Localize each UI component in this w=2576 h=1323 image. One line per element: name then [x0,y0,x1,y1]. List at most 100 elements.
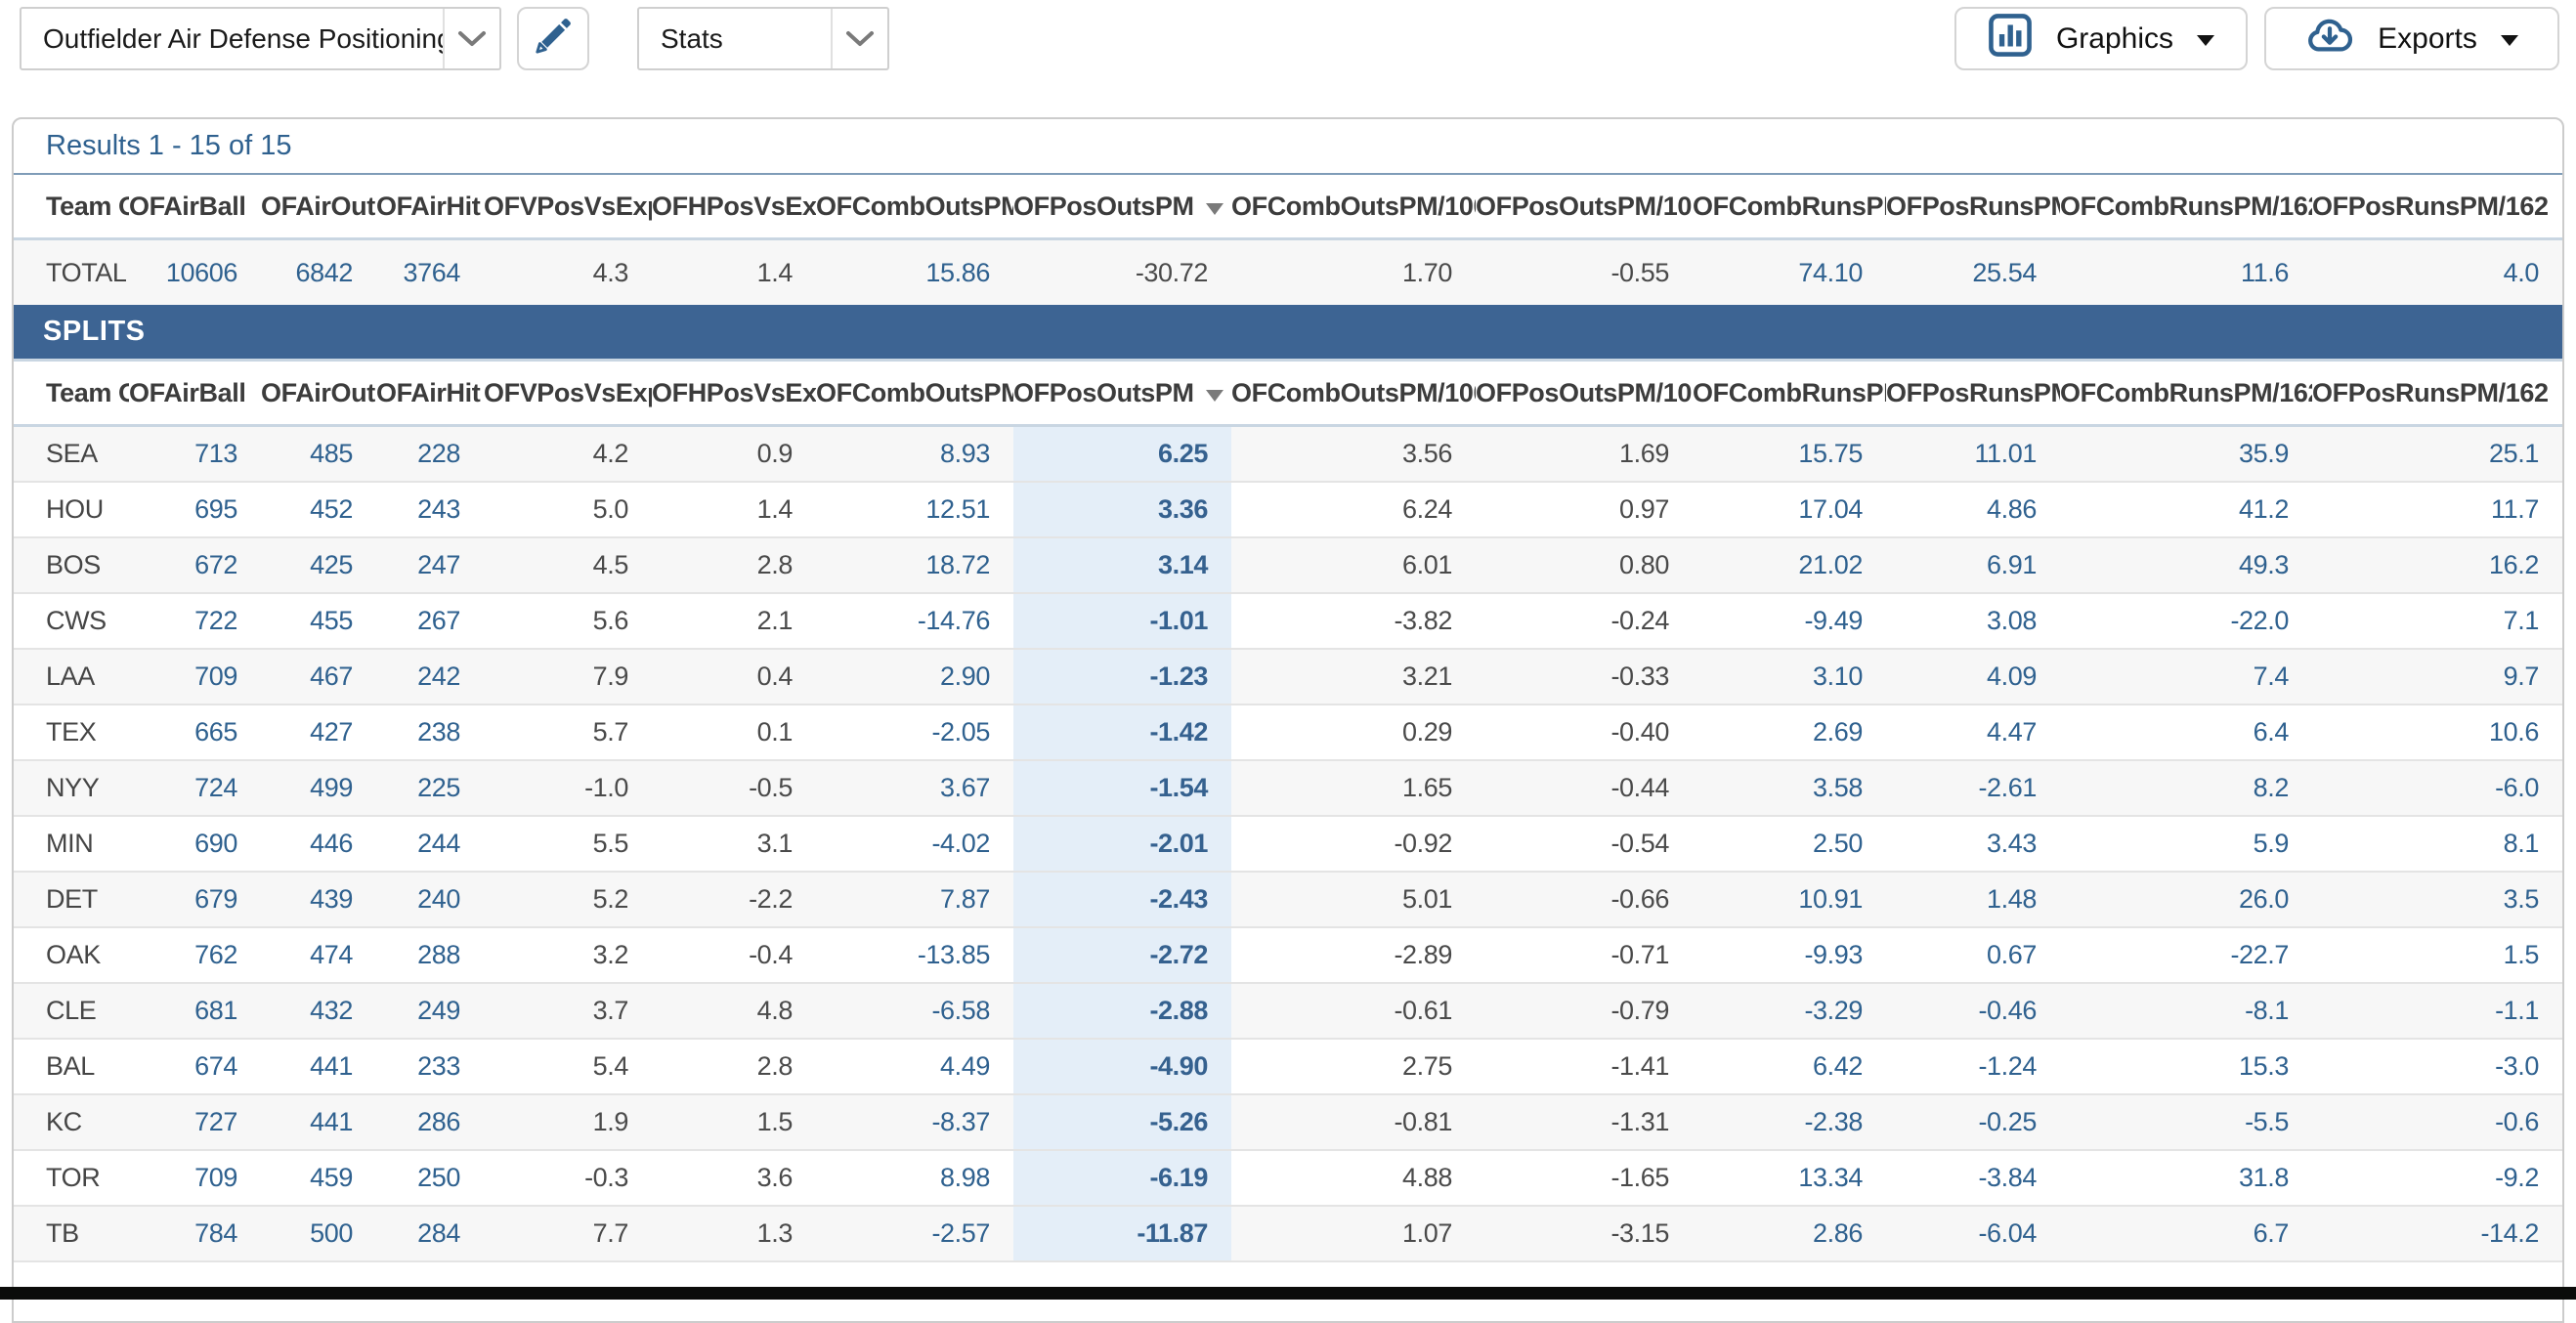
cell-ofairout[interactable]: 500 [261,1206,376,1262]
cell-ofairout[interactable]: 485 [261,425,376,483]
cell-ofposoutspm[interactable]: -2.88 [1013,983,1231,1040]
cell-ofairout[interactable]: 467 [261,649,376,705]
cell-ofcombrunspm[interactable]: 17.04 [1693,482,1886,538]
column-header-ofposrunspm[interactable]: OFPosRunsPM [1886,175,2060,240]
cell-ofcombrunspm-162[interactable]: 26.0 [2060,872,2312,928]
cell-ofposoutspm[interactable]: 6.25 [1013,425,1231,483]
cell-ofairball[interactable]: 727 [129,1094,261,1151]
column-header-team-org[interactable]: Team Org [14,360,129,427]
cell-ofcomboutspm[interactable]: 2.90 [816,649,1013,705]
cell-ofposrunspm-162[interactable]: -1.1 [2312,983,2562,1040]
cell-ofcombrunspm[interactable]: 21.02 [1693,537,1886,594]
column-header-ofposoutspm-100[interactable]: OFPosOutsPM/100 [1476,360,1693,427]
column-header-ofcombrunspm-162[interactable]: OFCombRunsPM/162 [2060,360,2312,427]
column-header-ofcomboutspm-100[interactable]: OFCombOutsPM/100 [1231,175,1476,240]
cell-ofairhit[interactable]: 225 [376,760,484,817]
cell-ofcombrunspm[interactable]: 2.50 [1693,816,1886,873]
column-header-ofairhit[interactable]: OFAirHit [376,175,484,240]
cell-ofairhit[interactable]: 240 [376,872,484,928]
cell-ofcomboutspm[interactable]: 8.98 [816,1150,1013,1207]
column-header-ofairball[interactable]: OFAirBall [129,360,261,427]
cell-ofairball[interactable]: 674 [129,1039,261,1095]
cell-ofairout[interactable]: 441 [261,1039,376,1095]
cell-ofcomboutspm[interactable]: -2.05 [816,704,1013,761]
column-header-ofairout[interactable]: OFAirOut [261,175,376,240]
cell-ofposrunspm[interactable]: 4.09 [1886,649,2060,705]
cell-ofposrunspm[interactable]: -2.61 [1886,760,2060,817]
cell-ofcombrunspm-162[interactable]: 31.8 [2060,1150,2312,1207]
column-header-ofcombrunspm[interactable]: OFCombRunsPM [1693,175,1886,240]
cell-ofcomboutspm[interactable]: 7.87 [816,872,1013,928]
cell-ofcomboutspm[interactable]: -8.37 [816,1094,1013,1151]
cell-ofcombrunspm-162[interactable]: 15.3 [2060,1039,2312,1095]
column-header-ofposrunspm-162[interactable]: OFPosRunsPM/162 [2312,175,2562,240]
cell-ofairhit[interactable]: 250 [376,1150,484,1207]
cell-ofairout[interactable]: 452 [261,482,376,538]
cell-ofcombrunspm[interactable]: 10.91 [1693,872,1886,928]
cell-ofcombrunspm-162[interactable]: -5.5 [2060,1094,2312,1151]
cell-ofairball[interactable]: 709 [129,649,261,705]
cell-ofposoutspm[interactable]: -1.54 [1013,760,1231,817]
column-header-team-org[interactable]: Team Org [14,175,129,240]
cell-ofairball[interactable]: 679 [129,872,261,928]
cell-ofairball[interactable]: 724 [129,760,261,817]
cell-ofcomboutspm[interactable]: -6.58 [816,983,1013,1040]
cell-ofposrunspm-162[interactable]: 7.1 [2312,593,2562,650]
column-header-ofposoutspm-100[interactable]: OFPosOutsPM/100 [1476,175,1693,240]
cell-ofairout[interactable]: 499 [261,760,376,817]
cell-ofposrunspm[interactable]: 0.67 [1886,927,2060,984]
cell-ofposrunspm[interactable]: 25.54 [1886,238,2060,305]
cell-ofairball[interactable]: 672 [129,537,261,594]
cell-ofposoutspm[interactable]: 3.36 [1013,482,1231,538]
cell-ofairhit[interactable]: 238 [376,704,484,761]
cell-ofcombrunspm[interactable]: -3.29 [1693,983,1886,1040]
cell-ofcombrunspm[interactable]: -2.38 [1693,1094,1886,1151]
cell-ofposrunspm[interactable]: 4.86 [1886,482,2060,538]
column-header-ofcomboutspm-100[interactable]: OFCombOutsPM/100 [1231,360,1476,427]
column-header-ofposrunspm-162[interactable]: OFPosRunsPM/162 [2312,360,2562,427]
cell-ofcombrunspm-162[interactable]: 41.2 [2060,482,2312,538]
cell-ofairhit[interactable]: 242 [376,649,484,705]
cell-ofcombrunspm-162[interactable]: -22.7 [2060,927,2312,984]
cell-ofairout[interactable]: 439 [261,872,376,928]
cell-ofcombrunspm-162[interactable]: 35.9 [2060,425,2312,483]
cell-ofposoutspm[interactable]: -1.42 [1013,704,1231,761]
report-select[interactable]: Outfielder Air Defense Positioning [20,7,501,70]
cell-ofairhit[interactable]: 233 [376,1039,484,1095]
cell-ofairhit[interactable]: 249 [376,983,484,1040]
cell-ofcombrunspm-162[interactable]: 5.9 [2060,816,2312,873]
cell-ofcombrunspm[interactable]: 15.75 [1693,425,1886,483]
cell-ofairout[interactable]: 459 [261,1150,376,1207]
cell-ofposoutspm[interactable]: -1.23 [1013,649,1231,705]
cell-ofairball[interactable]: 709 [129,1150,261,1207]
cell-ofairball[interactable]: 784 [129,1206,261,1262]
cell-ofposoutspm[interactable]: 3.14 [1013,537,1231,594]
cell-ofairball[interactable]: 690 [129,816,261,873]
cell-ofairball[interactable]: 681 [129,983,261,1040]
cell-ofposrunspm-162[interactable]: 4.0 [2312,238,2562,305]
cell-ofairout[interactable]: 425 [261,537,376,594]
cell-ofcombrunspm[interactable]: 2.69 [1693,704,1886,761]
cell-ofcombrunspm-162[interactable]: 8.2 [2060,760,2312,817]
cell-ofcomboutspm[interactable]: 18.72 [816,537,1013,594]
column-header-ofvposvsexp[interactable]: OFVPosVsExp [484,175,652,240]
graphics-button[interactable]: Graphics [1954,7,2248,70]
cell-ofposrunspm[interactable]: 11.01 [1886,425,2060,483]
cell-ofposrunspm[interactable]: -0.46 [1886,983,2060,1040]
cell-ofposoutspm[interactable]: -2.01 [1013,816,1231,873]
cell-ofposoutspm[interactable]: -5.26 [1013,1094,1231,1151]
cell-ofcombrunspm[interactable]: 6.42 [1693,1039,1886,1095]
cell-ofcomboutspm[interactable]: -14.76 [816,593,1013,650]
cell-ofcomboutspm[interactable]: 8.93 [816,425,1013,483]
cell-ofposrunspm-162[interactable]: -14.2 [2312,1206,2562,1262]
cell-ofposrunspm[interactable]: -0.25 [1886,1094,2060,1151]
cell-ofairhit[interactable]: 288 [376,927,484,984]
cell-ofposrunspm-162[interactable]: 1.5 [2312,927,2562,984]
cell-ofposoutspm[interactable]: -1.01 [1013,593,1231,650]
cell-ofcomboutspm[interactable]: 4.49 [816,1039,1013,1095]
column-header-ofairhit[interactable]: OFAirHit [376,360,484,427]
cell-ofposoutspm[interactable]: -6.19 [1013,1150,1231,1207]
column-header-ofposoutspm[interactable]: OFPosOutsPM [1013,360,1231,427]
cell-ofairout[interactable]: 441 [261,1094,376,1151]
exports-button[interactable]: Exports [2264,7,2559,70]
